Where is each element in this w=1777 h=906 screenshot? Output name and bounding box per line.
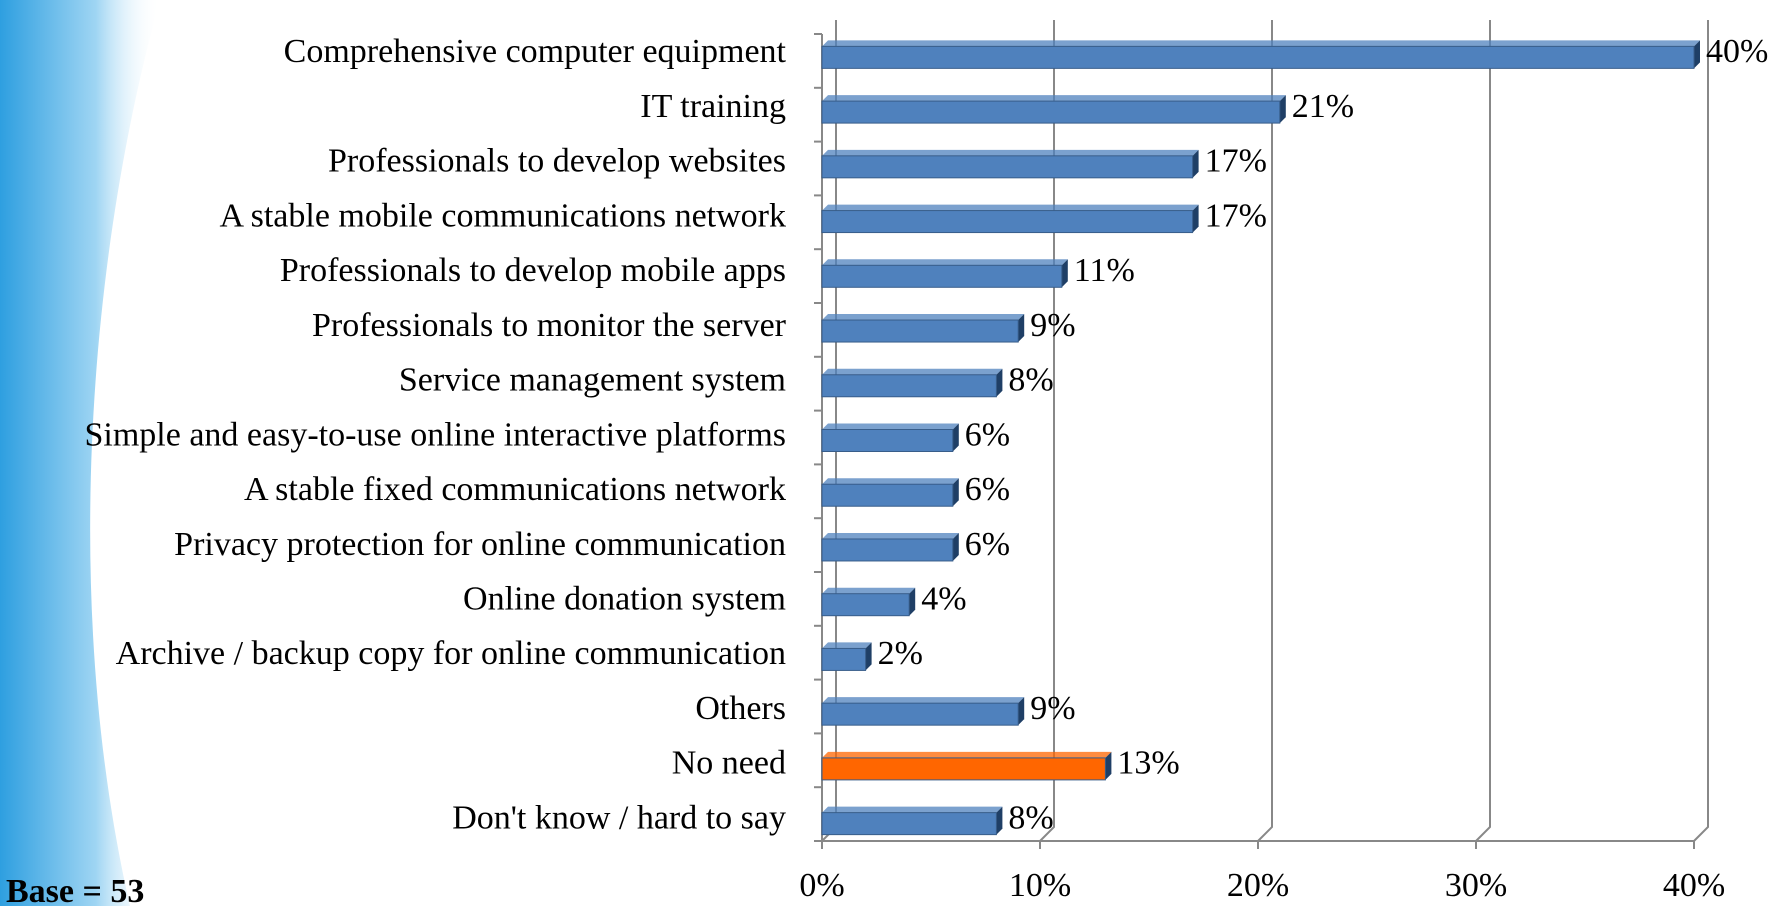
y-tick-label: Service management system — [399, 362, 786, 399]
bar-top — [822, 149, 1199, 156]
y-tick-label: Don't know / hard to say — [452, 799, 786, 836]
grid-line — [1475, 20, 1491, 842]
data-label: 6% — [965, 416, 1010, 453]
data-label: 11% — [1074, 252, 1135, 289]
y-tick-label: Privacy protection for online communicat… — [174, 526, 786, 563]
y-tick-label: IT training — [640, 88, 786, 125]
bar — [821, 812, 997, 836]
bar-side — [1192, 204, 1199, 233]
y-tick-label: A stable fixed communications network — [244, 471, 786, 508]
data-label: 8% — [1008, 362, 1053, 399]
bar-side — [996, 368, 1003, 397]
bar-top — [822, 478, 959, 485]
data-label: 21% — [1292, 88, 1354, 125]
bar-side — [996, 806, 1003, 835]
bar-top — [822, 532, 959, 539]
y-tick-label: Professionals to monitor the server — [312, 307, 787, 344]
bar — [821, 155, 1194, 179]
bar — [821, 45, 1695, 69]
bar — [821, 100, 1281, 124]
bar-side — [1694, 40, 1700, 69]
bar — [821, 264, 1063, 288]
bar — [821, 538, 954, 562]
bar-top — [822, 314, 1025, 321]
y-tick-label: Simple and easy-to-use online interactiv… — [84, 416, 786, 453]
bar — [821, 483, 954, 507]
bar — [821, 757, 1106, 781]
bar-top — [822, 368, 1003, 375]
bar — [821, 647, 867, 671]
bar-side — [1105, 751, 1112, 780]
data-label: 6% — [965, 471, 1010, 508]
bar — [821, 374, 997, 398]
y-tick-label: Archive / backup copy for online communi… — [116, 635, 786, 672]
data-label: 13% — [1117, 745, 1179, 782]
x-tick-label: 10% — [1009, 867, 1071, 904]
bar — [821, 429, 954, 452]
y-tick-label: Online donation system — [463, 580, 786, 617]
y-tick-label: A stable mobile communications network — [219, 197, 786, 234]
background-swoosh — [0, 0, 160, 906]
bar-top — [822, 587, 916, 594]
data-label: 9% — [1030, 690, 1075, 727]
bar-side — [865, 642, 872, 671]
bar — [821, 319, 1019, 343]
data-label: 40% — [1706, 33, 1768, 70]
data-label: 8% — [1008, 799, 1053, 836]
bar-side — [1018, 314, 1025, 343]
data-label: 6% — [965, 526, 1010, 563]
y-tick-label: Comprehensive computer equipment — [284, 33, 787, 70]
base-note: Base = 53 — [6, 873, 144, 906]
bar-top — [822, 697, 1025, 704]
y-tick-label: Professionals to develop mobile apps — [280, 252, 786, 289]
bar-side — [952, 478, 959, 507]
x-tick-label: 40% — [1663, 867, 1725, 904]
bar-top — [822, 751, 1112, 758]
bar-side — [1279, 95, 1286, 124]
data-label: 9% — [1030, 307, 1075, 344]
data-label: 17% — [1205, 143, 1267, 180]
bar — [821, 702, 1019, 726]
bar — [821, 593, 910, 617]
bar-top — [822, 204, 1199, 211]
x-tick-label: 20% — [1227, 867, 1289, 904]
bar-side — [1018, 697, 1025, 726]
bar — [821, 210, 1194, 234]
bar-top — [822, 642, 872, 649]
background-curve — [125, 0, 183, 906]
bar-top — [822, 806, 1003, 813]
data-label: 2% — [878, 635, 923, 672]
bar-side — [1192, 149, 1199, 178]
bar-top — [822, 40, 1700, 47]
data-label: 4% — [921, 580, 966, 617]
grid-line — [1693, 20, 1709, 842]
bar-top — [822, 423, 959, 430]
y-tick-label: Others — [695, 690, 786, 727]
data-label: 17% — [1205, 197, 1267, 234]
bar-side — [952, 532, 959, 561]
x-tick-label: 0% — [799, 867, 844, 904]
bar-side — [952, 423, 959, 452]
y-tick-label: No need — [672, 745, 786, 782]
y-tick-label: Professionals to develop websites — [328, 143, 786, 180]
bar-side — [1061, 259, 1068, 288]
bar-top — [822, 259, 1068, 266]
bar-side — [909, 587, 916, 616]
grid-line — [1257, 20, 1273, 842]
bar-top — [822, 95, 1286, 102]
x-tick-label: 30% — [1445, 867, 1507, 904]
grid-line — [1039, 20, 1055, 842]
